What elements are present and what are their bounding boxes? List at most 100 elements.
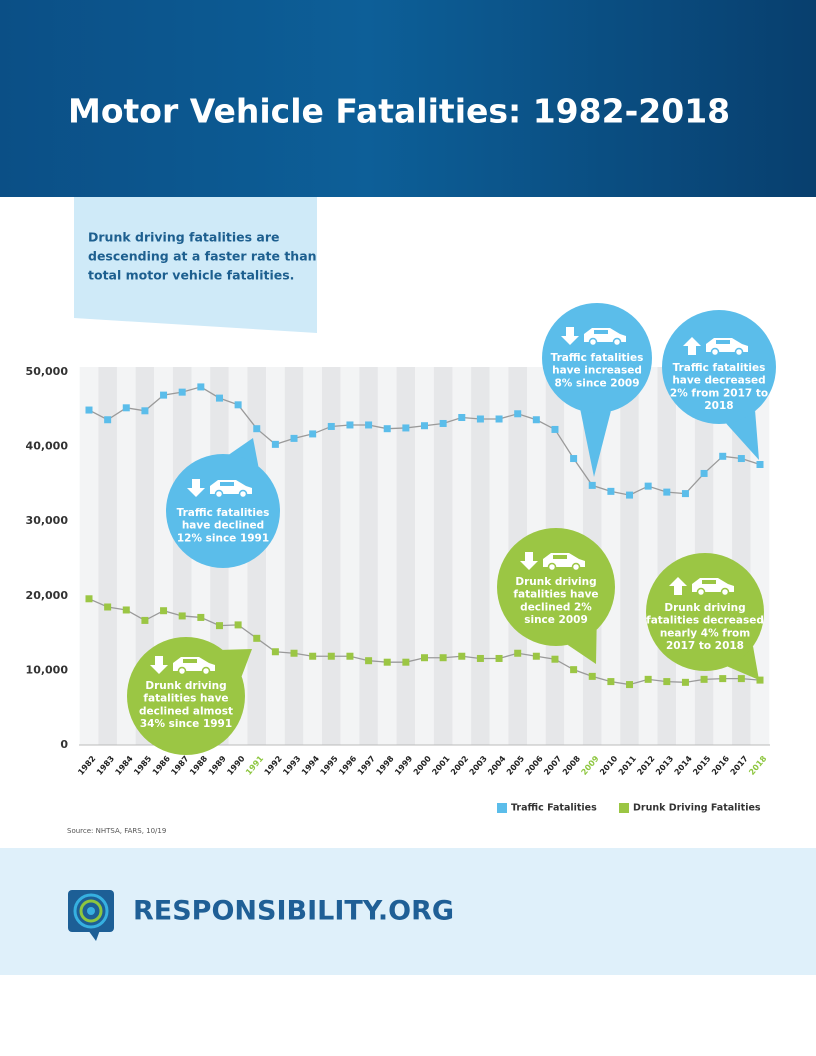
grid-band [415, 367, 434, 745]
arrow-icon [187, 479, 205, 497]
x-tick-label: 2018 [747, 754, 768, 777]
data-point [85, 595, 93, 603]
data-point [383, 425, 391, 433]
callout-text: fatalities decreased [646, 615, 764, 627]
callout-tail [727, 646, 759, 680]
note-line: total motor vehicle fatalities. [88, 268, 294, 283]
note-line: descending at a faster rate than [88, 249, 317, 264]
data-point [626, 681, 634, 689]
x-tick-label: 1991 [244, 754, 265, 777]
arrow-icon [150, 656, 168, 674]
callout-tail [580, 410, 611, 477]
x-tick-label: 1982 [76, 754, 97, 777]
data-point [327, 422, 335, 430]
data-point [719, 675, 727, 683]
car-wheel [710, 347, 720, 357]
callout-text: Traffic fatalities [551, 352, 644, 364]
data-point [327, 652, 335, 660]
x-tick-label: 1986 [151, 754, 172, 777]
callout-text: since 2009 [524, 614, 588, 626]
x-tick-label: 2009 [579, 754, 600, 777]
x-tick-label: 1985 [132, 754, 153, 777]
grid-band [620, 367, 639, 745]
note-box [74, 197, 317, 333]
legend-label: Drunk Driving Fatalities [633, 803, 761, 814]
x-tick-label: 1984 [114, 754, 135, 777]
data-point [141, 616, 149, 624]
data-point [234, 621, 242, 629]
data-point [588, 672, 596, 680]
callout-text: 2% from 2017 to [670, 387, 768, 399]
x-tick-label: 2011 [617, 754, 638, 777]
data-point [421, 422, 428, 430]
callout-tail [567, 629, 597, 664]
callout-text: have declined [182, 520, 264, 532]
grid-band [396, 367, 416, 745]
data-point [681, 490, 689, 498]
callout-text: nearly 4% from [660, 627, 750, 639]
y-tick-label: 20,000 [26, 589, 69, 602]
grid-band [284, 367, 304, 745]
data-point [551, 655, 559, 663]
x-tick-label: 2004 [486, 754, 507, 777]
data-point [476, 415, 484, 423]
x-tick-label: 2016 [710, 754, 731, 777]
x-tick-label: 1999 [393, 754, 414, 777]
data-point [700, 469, 708, 477]
data-point [104, 603, 112, 611]
x-tick-label: 2007 [542, 754, 563, 777]
x-tick-label: 2014 [673, 754, 694, 777]
grid-band [489, 367, 509, 745]
data-point [309, 652, 317, 660]
car-wheel [238, 489, 248, 499]
data-point [160, 391, 168, 399]
data-point [421, 654, 428, 662]
data-point [290, 649, 298, 657]
legend-swatch [497, 803, 507, 813]
data-point [197, 613, 205, 621]
data-point [122, 404, 130, 412]
x-tick-label: 2012 [635, 754, 656, 777]
data-point [160, 607, 168, 615]
data-point [532, 416, 540, 424]
callout-tail [222, 649, 252, 677]
x-tick-label: 2003 [468, 754, 489, 777]
data-point [309, 430, 317, 438]
x-tick-label: 1990 [225, 754, 246, 777]
data-point [737, 455, 745, 463]
callout-text: 8% since 2009 [554, 377, 639, 389]
data-point [756, 676, 764, 684]
data-point [365, 421, 373, 429]
data-point [495, 415, 503, 423]
grid-band [638, 367, 658, 745]
callout-text: fatalities have [143, 693, 228, 705]
page-title: Motor Vehicle Fatalities: 1982-2018 [68, 92, 730, 131]
header-band [0, 0, 816, 197]
y-tick-label: 0 [60, 738, 68, 751]
data-point [458, 652, 466, 660]
data-point [197, 383, 205, 391]
callout-text: 2018 [704, 400, 733, 412]
data-point [402, 424, 410, 432]
arrow-icon [561, 327, 579, 345]
callout-text: Traffic fatalities [673, 362, 766, 374]
x-tick-label: 1994 [300, 754, 321, 777]
x-tick-label: 2013 [654, 754, 675, 777]
data-point [532, 652, 540, 660]
data-point [644, 675, 652, 683]
grid-band [303, 367, 322, 745]
x-tick-label: 2001 [430, 754, 451, 777]
data-point [514, 649, 522, 657]
data-point [663, 488, 671, 496]
data-point [234, 401, 242, 409]
callout-text: declined 2% [520, 601, 592, 613]
callout-text: Drunk driving [664, 602, 745, 614]
data-point [346, 421, 354, 429]
data-point [737, 675, 745, 683]
x-tick-label: 1998 [374, 754, 395, 777]
car-wheel [734, 347, 744, 357]
